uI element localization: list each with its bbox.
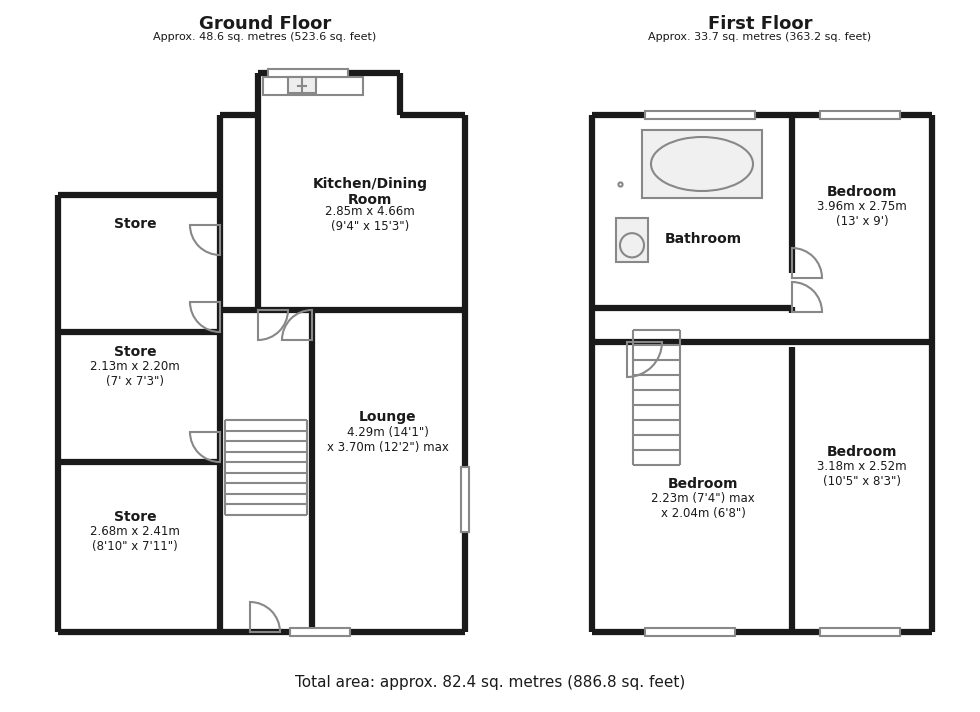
Bar	[263, 77, 363, 95]
Text: Bedroom: Bedroom	[667, 477, 738, 491]
Text: Store: Store	[114, 217, 157, 231]
Bar	[288, 77, 316, 93]
Text: 3.96m x 2.75m
(13' x 9'): 3.96m x 2.75m (13' x 9')	[817, 200, 906, 228]
Text: Bedroom: Bedroom	[827, 185, 898, 199]
Bar	[616, 218, 648, 262]
Text: Approx. 48.6 sq. metres (523.6 sq. feet): Approx. 48.6 sq. metres (523.6 sq. feet)	[154, 32, 376, 42]
Text: 2.13m x 2.20m
(7' x 7'3"): 2.13m x 2.20m (7' x 7'3")	[90, 360, 180, 388]
Bar	[268, 69, 348, 77]
Text: Approx. 33.7 sq. metres (363.2 sq. feet): Approx. 33.7 sq. metres (363.2 sq. feet)	[649, 32, 871, 42]
Bar	[290, 628, 350, 636]
Bar	[820, 628, 900, 636]
Bar	[645, 628, 735, 636]
Text: 4.29m (14'1")
x 3.70m (12'2") max: 4.29m (14'1") x 3.70m (12'2") max	[327, 426, 449, 454]
Text: Lounge: Lounge	[360, 410, 416, 424]
Text: Store: Store	[114, 345, 157, 359]
Text: Kitchen/Dining
Room: Kitchen/Dining Room	[313, 177, 427, 207]
Text: Store: Store	[114, 510, 157, 524]
Bar	[645, 111, 755, 119]
Text: First Floor: First Floor	[708, 15, 812, 33]
Text: Bedroom: Bedroom	[827, 445, 898, 459]
Text: Bathroom: Bathroom	[664, 232, 742, 246]
Text: 2.23m (7'4") max
x 2.04m (6'8"): 2.23m (7'4") max x 2.04m (6'8")	[651, 492, 755, 520]
Text: Ground Floor: Ground Floor	[199, 15, 331, 33]
Bar	[461, 467, 469, 532]
Bar	[642, 130, 762, 198]
Text: 2.85m x 4.66m
(9'4" x 15'3"): 2.85m x 4.66m (9'4" x 15'3")	[325, 205, 415, 233]
Text: 3.18m x 2.52m
(10'5" x 8'3"): 3.18m x 2.52m (10'5" x 8'3")	[817, 460, 906, 488]
Text: Total area: approx. 82.4 sq. metres (886.8 sq. feet): Total area: approx. 82.4 sq. metres (886…	[295, 674, 685, 689]
Text: 2.68m x 2.41m
(8'10" x 7'11"): 2.68m x 2.41m (8'10" x 7'11")	[90, 525, 180, 553]
Bar	[820, 111, 900, 119]
